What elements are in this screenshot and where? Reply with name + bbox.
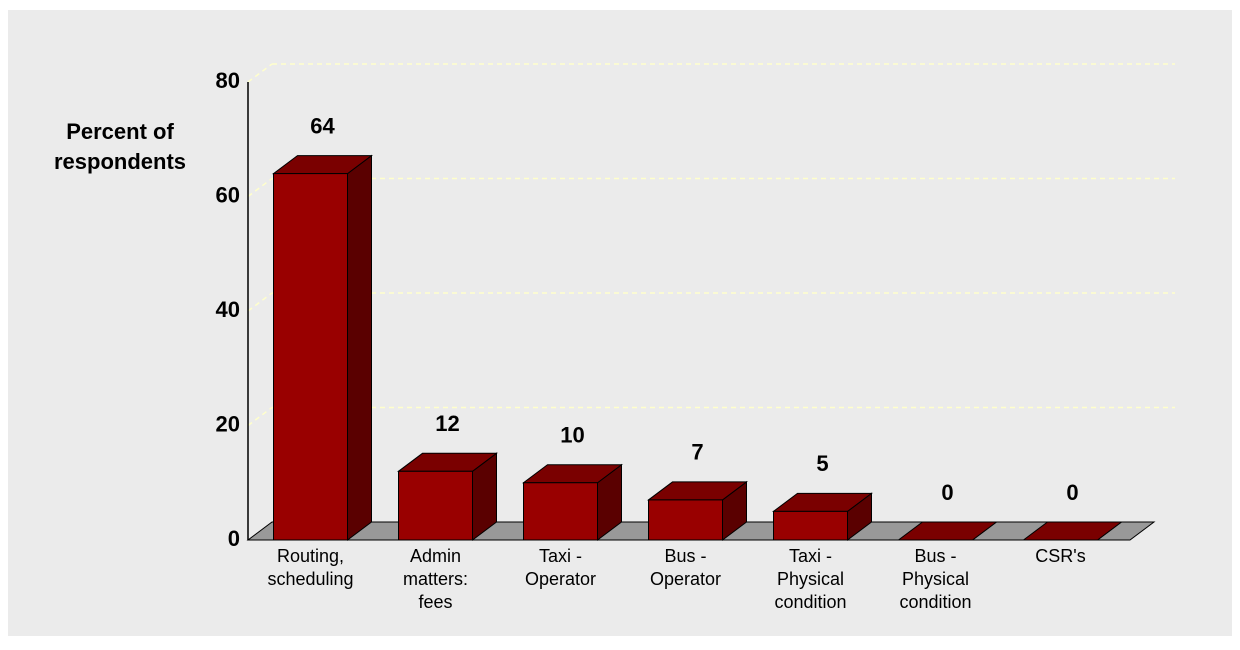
bar (273, 173, 348, 541)
x-tick-label: Bus - Physical condition (899, 546, 972, 612)
value-label: 0 (941, 480, 953, 505)
x-tick-label: Taxi - Operator (524, 546, 597, 589)
x-tick-label: CSR's (1035, 546, 1086, 566)
value-label: 0 (1066, 480, 1078, 505)
y-tick-label: 60 (216, 182, 240, 207)
y-tick-label: 40 (216, 297, 240, 322)
bar (773, 510, 848, 541)
value-label: 10 (560, 423, 584, 448)
bar-top (1022, 521, 1123, 541)
value-label: 12 (435, 411, 459, 436)
bar-top (897, 521, 998, 541)
grid-line (247, 292, 273, 312)
value-label: 7 (691, 440, 703, 465)
grid-line (247, 63, 273, 83)
value-label: 64 (310, 113, 335, 138)
value-label: 5 (816, 451, 828, 476)
bar-side (347, 154, 372, 541)
bar (648, 499, 723, 541)
x-tick-label: Admin matters: fees (402, 546, 468, 612)
bar (523, 482, 598, 541)
x-tick-label: Taxi - Physical condition (774, 546, 847, 612)
y-tick-label: 0 (228, 526, 240, 551)
x-tick-label: Routing, scheduling (267, 546, 354, 589)
y-axis-label: Percent of respondents (53, 119, 187, 174)
grid-line (247, 406, 273, 427)
x-tick-label: Bus - Operator (649, 546, 722, 589)
y-tick-label: 80 (216, 68, 240, 93)
bar (398, 470, 473, 541)
grid-line (247, 177, 273, 198)
y-tick-label: 20 (216, 411, 240, 436)
